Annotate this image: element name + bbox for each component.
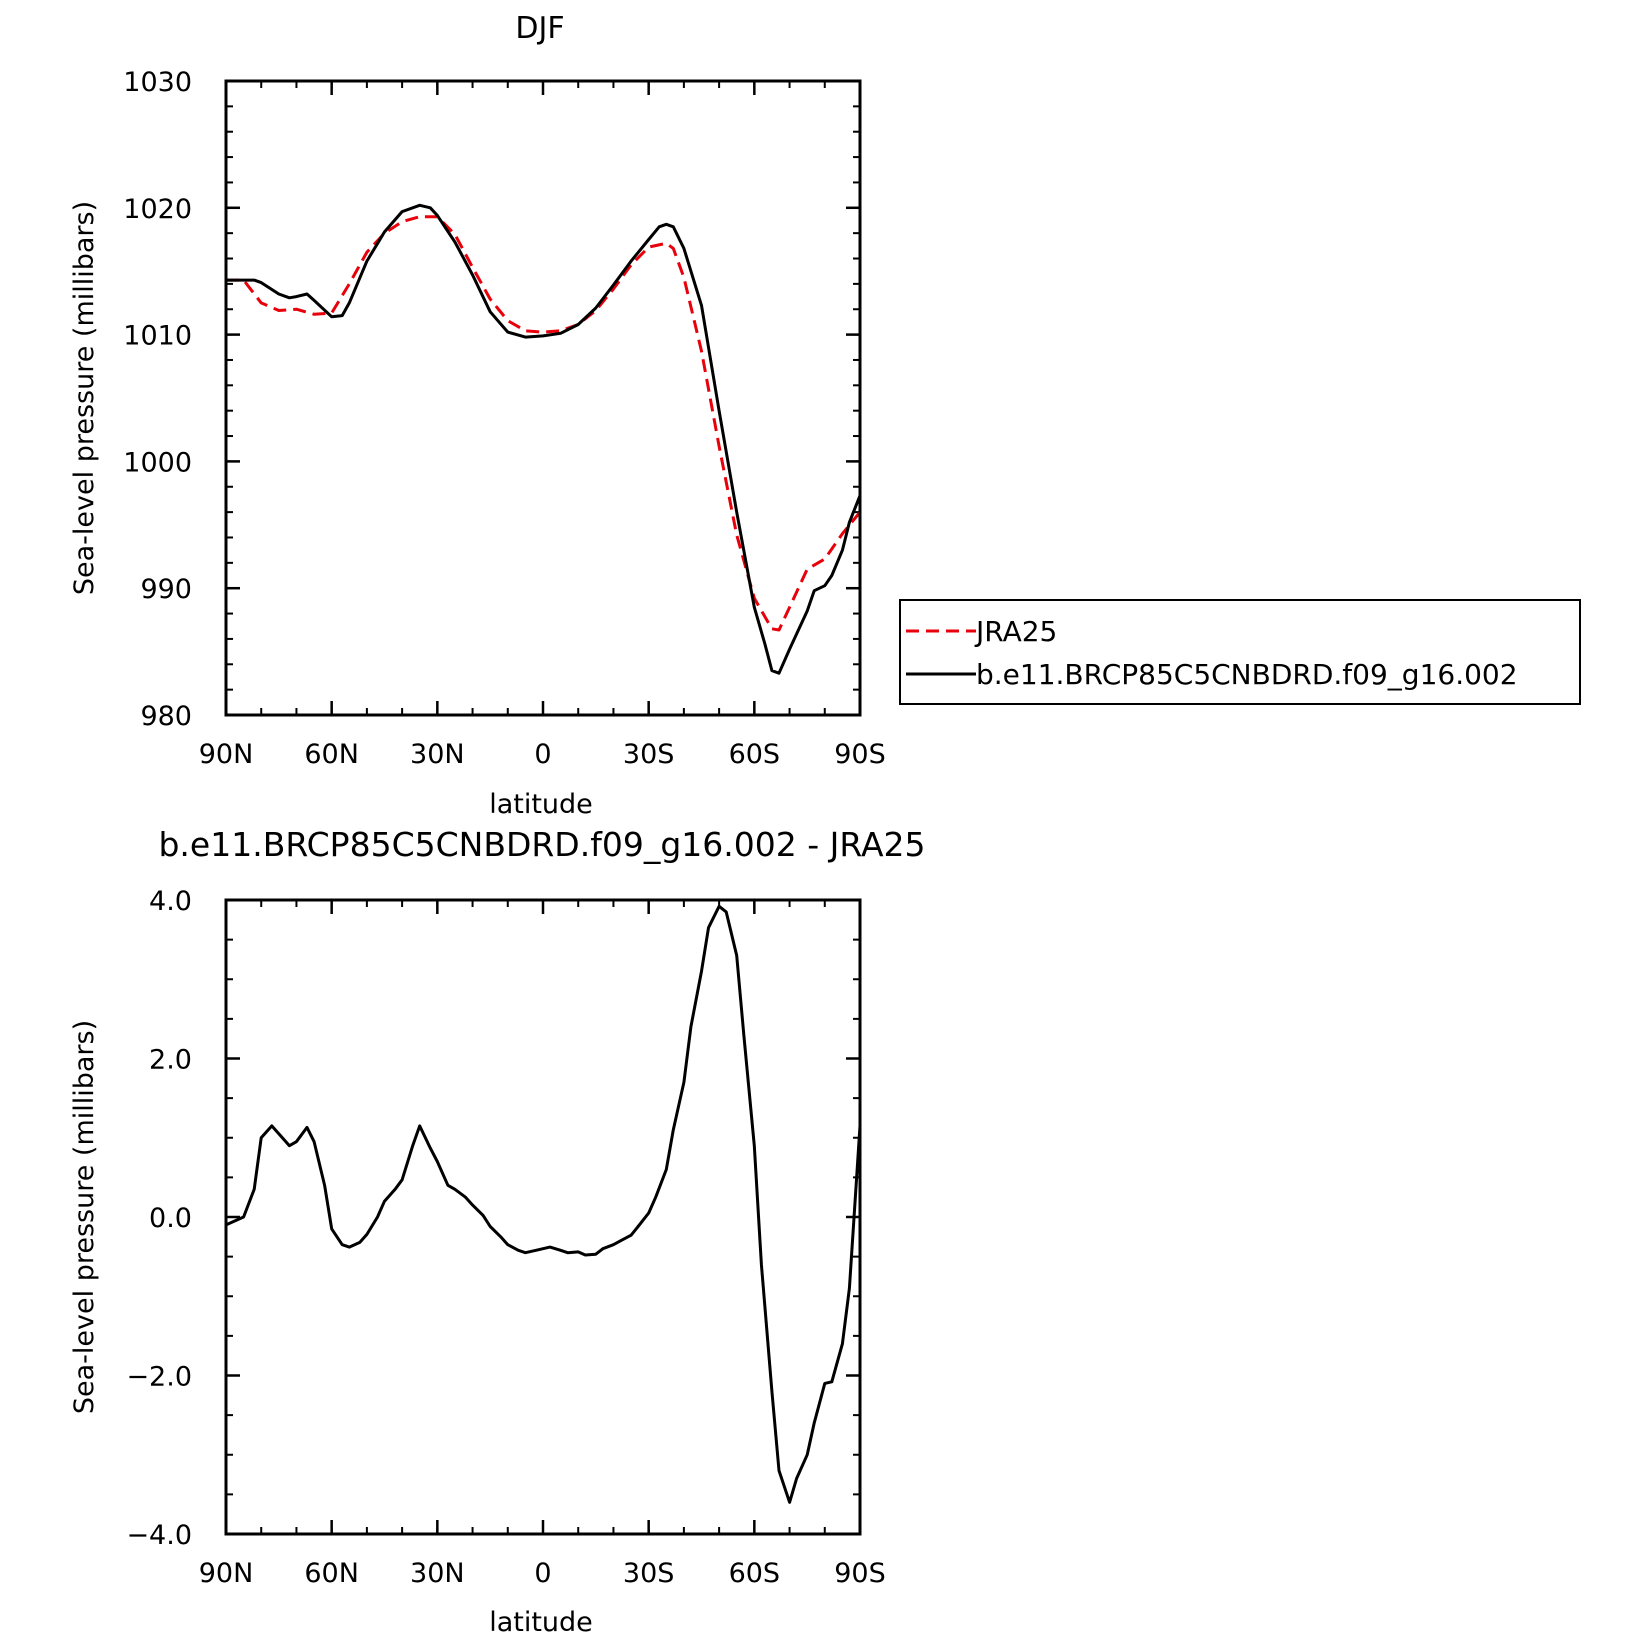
y-tick-label: 1000	[123, 447, 192, 478]
x-tick-label: 30N	[410, 739, 465, 770]
chart-bottom-ylabel: Sea-level pressure (millibars)	[69, 1020, 100, 1414]
y-tick-label: 980	[140, 701, 192, 732]
chart-bottom-title: b.e11.BRCP85C5CNBDRD.f09_g16.002 - JRA25	[158, 825, 925, 864]
chart-top: DJF Sea-level pressure (millibars) latit…	[69, 11, 1581, 820]
chart-top-frame	[224, 79, 862, 717]
chart-top-lines	[226, 203, 862, 675]
x-tick-label: 30S	[623, 739, 675, 770]
x-tick-label: 60N	[304, 1558, 359, 1589]
y-tick-label: 1010	[123, 321, 192, 352]
legend-label-model: b.e11.BRCP85C5CNBDRD.f09_g16.002	[976, 658, 1518, 691]
chart-top-title: DJF	[515, 11, 564, 46]
x-tick-label: 0	[534, 739, 551, 770]
series-line-bottom-0	[225, 904, 862, 1504]
chart-top-ylabel: Sea-level pressure (millibars)	[69, 201, 100, 595]
y-tick-label: 1030	[123, 67, 192, 98]
x-tick-label: 60S	[729, 739, 781, 770]
x-tick-label: 90S	[834, 739, 886, 770]
x-tick-label: 30S	[623, 1558, 675, 1589]
x-tick-label: 0	[534, 1558, 551, 1589]
x-tick-label: 30N	[410, 1558, 465, 1589]
chart-bottom-xlabel: latitude	[489, 1607, 593, 1638]
legend-label-jra25: JRA25	[974, 615, 1057, 648]
y-tick-label: 0.0	[149, 1203, 192, 1234]
y-tick-label: 1020	[123, 194, 192, 225]
chart-top-xlabel: latitude	[489, 789, 593, 820]
x-tick-label: 60S	[729, 1558, 781, 1589]
x-tick-label: 90S	[834, 1558, 886, 1589]
x-tick-label: 90N	[199, 739, 254, 770]
x-tick-label: 90N	[199, 1558, 254, 1589]
y-tick-label: −2.0	[126, 1362, 192, 1393]
y-tick-label: 2.0	[149, 1045, 192, 1076]
series-line-top-0	[226, 215, 862, 632]
series-line-top-1	[226, 203, 862, 675]
chart-bottom-frame	[224, 898, 862, 1536]
chart-bottom-tick-labels: 90N 60N 30N 0 30S 60S 90S 4.0 2.0 0.0 −2.0 −4.0	[126, 886, 885, 1589]
chart-bottom: b.e11.BRCP85C5CNBDRD.f09_g16.002 - JRA25…	[69, 825, 926, 1638]
legend-box	[899, 599, 1581, 705]
y-tick-label: −4.0	[126, 1520, 192, 1551]
x-tick-label: 60N	[304, 739, 359, 770]
chart-top-legend: JRA25 b.e11.BRCP85C5CNBDRD.f09_g16.002	[899, 599, 1581, 705]
chart-top-tick-labels: 90N 60N 30N 0 30S 60S 90S 1030 1020 1010 1000 990 98…	[123, 67, 885, 770]
y-tick-label: 990	[140, 574, 192, 605]
chart-bottom-lines	[225, 904, 862, 1504]
y-tick-label: 4.0	[149, 886, 192, 917]
